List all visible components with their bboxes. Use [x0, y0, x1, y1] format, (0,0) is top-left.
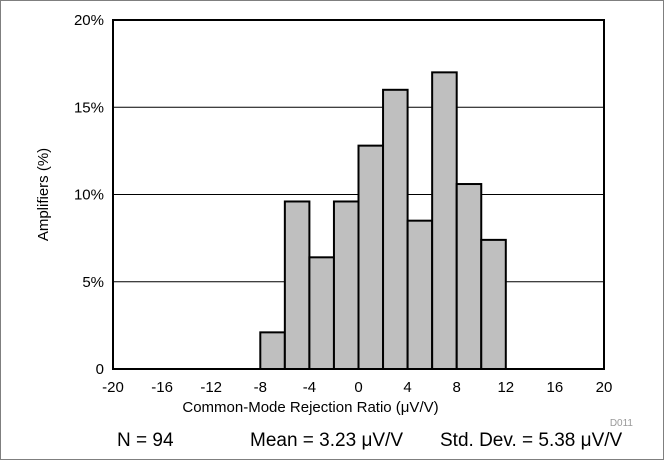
histogram-bar — [357, 144, 385, 370]
x-tick-label: 12 — [497, 379, 514, 396]
mean-value: Mean = 3.23 μV/V — [250, 430, 404, 451]
y-axis-label: Amplifiers (%) — [35, 148, 52, 241]
histogram-chart: 0 5% 10% 15% 20% -20 -16 -12 -8 -4 0 4 8 12 16 20 Ampl… — [35, 12, 634, 429]
x-tick-label: -12 — [200, 379, 222, 396]
histogram-bar — [308, 256, 335, 371]
histogram-bars — [259, 71, 507, 371]
plot-border — [112, 19, 605, 370]
x-tick-label: -8 — [254, 379, 267, 396]
x-tick-label: -4 — [303, 379, 316, 396]
x-tick-label: 20 — [596, 379, 613, 396]
statistics-footer: N = 94 Mean = 3.23 μV/V Std. Dev. = 5.38… — [0, 430, 664, 456]
histogram-bar — [455, 183, 483, 370]
y-tick-label: 20% — [74, 12, 104, 29]
x-tick-label: 8 — [453, 379, 461, 396]
histogram-bar — [382, 88, 409, 371]
x-tick-label: 0 — [354, 379, 362, 396]
histogram-bar — [406, 219, 434, 370]
x-axis-label: Common-Mode Rejection Ratio (μV/V) — [182, 399, 438, 416]
y-tick-label: 5% — [82, 274, 104, 291]
x-tick-label: -20 — [102, 379, 124, 396]
x-tick-label: -16 — [151, 379, 173, 396]
x-tick-label: 16 — [547, 379, 564, 396]
y-tick-label: 10% — [74, 187, 104, 204]
histogram-bar — [480, 238, 507, 370]
figure-code-label: D011 — [610, 418, 634, 429]
y-tick-label: 0 — [96, 361, 104, 378]
x-tick-labels: -20 -16 -12 -8 -4 0 4 8 12 16 20 — [102, 379, 612, 396]
std-dev-value: Std. Dev. = 5.38 μV/V — [440, 430, 623, 451]
histogram-bar — [431, 71, 458, 370]
histogram-bar — [332, 200, 360, 370]
y-tick-label: 15% — [74, 99, 104, 116]
y-tick-labels: 0 5% 10% 15% 20% — [74, 12, 104, 378]
sample-count: N = 94 — [117, 430, 174, 451]
x-tick-label: 4 — [403, 379, 411, 396]
histogram-bar — [283, 200, 311, 370]
histogram-bar — [259, 331, 286, 371]
